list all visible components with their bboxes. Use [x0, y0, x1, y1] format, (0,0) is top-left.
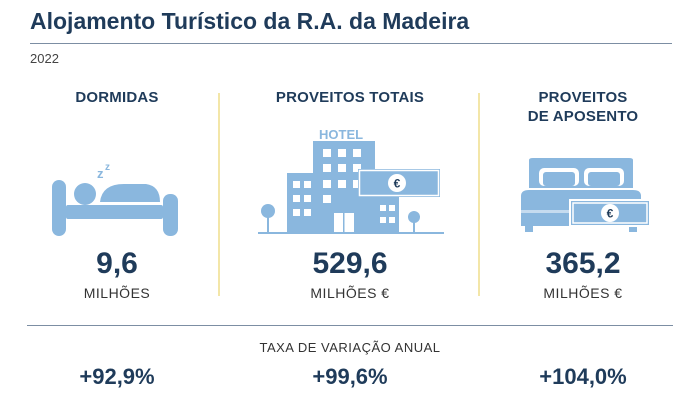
proveitos-totais-value: 529,6 — [312, 247, 388, 280]
dormidas-value: 9,6 — [96, 247, 138, 280]
proveitos-aposento-rate: +104,0% — [539, 364, 627, 389]
dormidas-rate: +92,9% — [79, 364, 155, 389]
proveitos-totais-heading: PROVEITOS TOTAIS — [275, 89, 425, 106]
proveitos-totais-unit: MILHÕES € — [310, 285, 390, 301]
title-divider — [30, 43, 672, 44]
dormidas-column: DORMIDAS — [12, 88, 222, 107]
proveitos-aposento-column: PROVEITOS DE APOSENTO — [478, 88, 688, 126]
page-title: Alojamento Turístico da R.A. da Madeira — [30, 8, 470, 34]
euro-symbol: € — [607, 207, 614, 221]
proveitos-totais-column: PROVEITOS TOTAIS — [245, 88, 455, 107]
dormidas-unit: MILHÕES — [83, 285, 151, 301]
dormidas-heading: DORMIDAS — [75, 89, 159, 106]
column-separator — [218, 93, 220, 296]
sleeping-person-icon: z z — [52, 162, 178, 236]
proveitos-aposento-unit: MILHÕES € — [543, 285, 623, 301]
proveitos-totais-rate: +99,6% — [312, 364, 388, 389]
column-separator — [478, 93, 480, 296]
year-label: 2022 — [30, 51, 59, 66]
hotel-sign-text: HOTEL — [319, 127, 363, 142]
annual-rate-label: TAXA DE VARIAÇÃO ANUAL — [259, 340, 441, 355]
svg-text:z: z — [97, 166, 104, 181]
proveitos-aposento-heading: PROVEITOS DE APOSENTO — [527, 89, 639, 125]
bottom-divider — [27, 325, 673, 326]
euro-symbol: € — [394, 177, 401, 191]
svg-text:z: z — [105, 162, 110, 173]
proveitos-aposento-value: 365,2 — [545, 247, 621, 280]
bed-money-icon: € — [521, 158, 651, 232]
hotel-building-icon: HOTEL € — [258, 127, 444, 234]
